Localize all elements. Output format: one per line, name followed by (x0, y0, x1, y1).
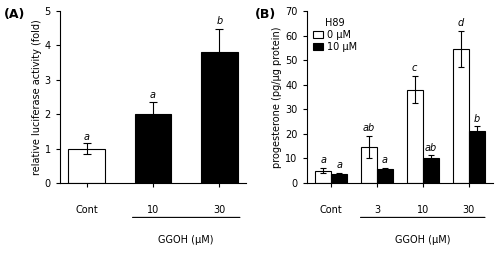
Text: ab: ab (424, 142, 437, 153)
Text: 30: 30 (462, 205, 474, 215)
Y-axis label: relative luciferase activity (fold): relative luciferase activity (fold) (32, 19, 42, 175)
Bar (406, 90, 422, 183)
Text: b: b (474, 114, 480, 124)
Bar (331, 174, 347, 183)
Text: a: a (336, 160, 342, 170)
Bar (68, 148, 105, 183)
Text: (B): (B) (254, 8, 276, 21)
Bar (468, 131, 484, 183)
Text: a: a (84, 132, 89, 142)
Legend: 0 μM, 10 μM: 0 μM, 10 μM (312, 16, 359, 54)
Bar (361, 147, 377, 183)
Bar (134, 114, 172, 183)
Text: ab: ab (363, 123, 375, 133)
Text: (A): (A) (4, 8, 25, 21)
Text: 3: 3 (374, 205, 380, 215)
Bar (315, 171, 331, 183)
Bar (422, 158, 439, 183)
Text: 10: 10 (416, 205, 429, 215)
Text: Cont: Cont (320, 205, 342, 215)
Bar (452, 49, 468, 183)
Text: 10: 10 (147, 205, 159, 215)
Text: c: c (412, 63, 418, 73)
Text: GGOH (μM): GGOH (μM) (395, 235, 450, 245)
Text: GGOH (μM): GGOH (μM) (158, 235, 214, 245)
Text: 30: 30 (214, 205, 226, 215)
Text: Cont: Cont (75, 205, 98, 215)
Text: d: d (458, 18, 464, 28)
Y-axis label: progesterone (pg/μg protein): progesterone (pg/μg protein) (272, 26, 282, 168)
Text: b: b (216, 16, 222, 27)
Bar (201, 51, 237, 183)
Text: a: a (320, 155, 326, 165)
Text: a: a (150, 90, 156, 100)
Bar (377, 170, 393, 183)
Text: a: a (382, 154, 388, 165)
